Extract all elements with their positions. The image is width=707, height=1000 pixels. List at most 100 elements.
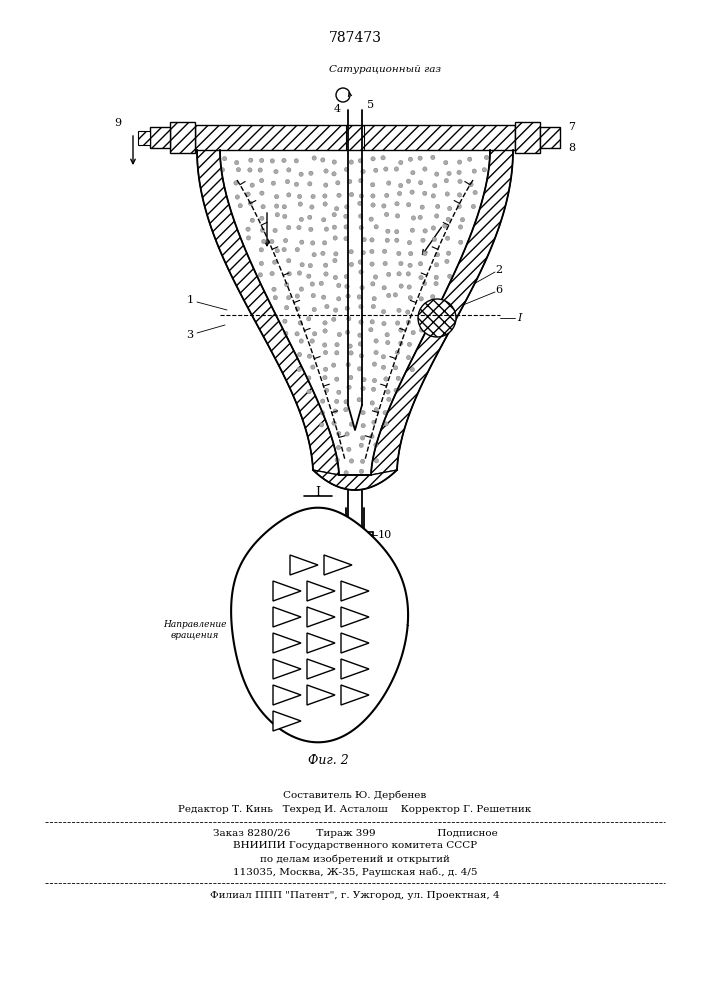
Circle shape <box>458 179 462 184</box>
Text: 787473: 787473 <box>329 31 382 45</box>
Circle shape <box>373 362 377 366</box>
Circle shape <box>410 190 414 194</box>
Circle shape <box>445 192 450 196</box>
Circle shape <box>435 172 439 176</box>
Circle shape <box>397 272 402 276</box>
Circle shape <box>419 262 423 266</box>
Circle shape <box>312 307 317 312</box>
Circle shape <box>323 329 327 333</box>
Circle shape <box>273 295 278 300</box>
Circle shape <box>407 342 411 347</box>
Circle shape <box>320 399 325 403</box>
Circle shape <box>436 204 440 209</box>
Circle shape <box>298 321 303 325</box>
Circle shape <box>374 225 378 229</box>
Circle shape <box>434 275 438 280</box>
Circle shape <box>259 248 264 252</box>
Circle shape <box>385 333 390 337</box>
Circle shape <box>358 178 363 183</box>
Text: 6: 6 <box>495 285 502 295</box>
Circle shape <box>334 351 339 355</box>
Circle shape <box>362 377 366 382</box>
Circle shape <box>246 227 250 231</box>
Circle shape <box>385 238 390 242</box>
Circle shape <box>382 321 386 326</box>
Circle shape <box>358 159 363 163</box>
Circle shape <box>349 262 354 267</box>
Circle shape <box>309 171 313 175</box>
Circle shape <box>382 249 387 254</box>
Circle shape <box>332 212 337 217</box>
Circle shape <box>246 236 251 240</box>
Circle shape <box>446 251 451 255</box>
Circle shape <box>322 343 327 347</box>
Circle shape <box>395 350 399 355</box>
Circle shape <box>311 194 315 199</box>
Circle shape <box>370 183 375 187</box>
Circle shape <box>332 225 337 229</box>
Circle shape <box>370 282 375 286</box>
Circle shape <box>332 317 336 322</box>
Text: Филиал ППП "Патент", г. Ужгород, ул. Проектная, 4: Филиал ППП "Патент", г. Ужгород, ул. Про… <box>210 892 500 900</box>
Circle shape <box>357 295 361 299</box>
Circle shape <box>448 206 452 211</box>
Circle shape <box>386 390 390 394</box>
Circle shape <box>300 240 304 244</box>
Circle shape <box>307 390 311 394</box>
Circle shape <box>362 237 366 242</box>
Text: 3: 3 <box>187 330 194 340</box>
Circle shape <box>358 201 362 206</box>
Circle shape <box>322 218 326 222</box>
Circle shape <box>332 421 337 425</box>
Circle shape <box>283 319 287 323</box>
Circle shape <box>368 328 373 332</box>
Circle shape <box>419 180 423 185</box>
Circle shape <box>448 274 452 278</box>
Circle shape <box>357 398 361 402</box>
Circle shape <box>349 192 354 197</box>
Circle shape <box>344 167 349 172</box>
Circle shape <box>374 443 378 447</box>
Circle shape <box>423 167 427 171</box>
Circle shape <box>434 263 439 267</box>
Circle shape <box>346 317 351 321</box>
Circle shape <box>286 258 291 263</box>
Polygon shape <box>341 659 369 679</box>
Circle shape <box>370 401 375 405</box>
Circle shape <box>273 228 277 233</box>
Circle shape <box>411 330 416 335</box>
Circle shape <box>457 170 461 175</box>
Text: Фиг. 2: Фиг. 2 <box>308 754 349 766</box>
Circle shape <box>334 206 339 211</box>
Circle shape <box>308 215 312 219</box>
Circle shape <box>320 411 325 415</box>
Circle shape <box>308 182 312 186</box>
Circle shape <box>360 285 364 290</box>
Circle shape <box>419 275 423 280</box>
Circle shape <box>259 158 264 163</box>
Circle shape <box>310 205 314 209</box>
Circle shape <box>311 293 315 298</box>
Circle shape <box>446 217 450 222</box>
Circle shape <box>407 320 411 324</box>
Circle shape <box>344 400 349 404</box>
Circle shape <box>372 296 376 301</box>
Circle shape <box>336 181 340 185</box>
Circle shape <box>333 275 338 280</box>
Circle shape <box>408 296 412 300</box>
Circle shape <box>259 178 264 183</box>
Polygon shape <box>341 581 369 601</box>
Circle shape <box>307 376 311 380</box>
Circle shape <box>345 284 349 289</box>
Circle shape <box>309 227 313 232</box>
Circle shape <box>337 332 341 337</box>
Circle shape <box>344 225 349 229</box>
Text: Заказ 8280/26        Тираж 399                   Подписное: Заказ 8280/26 Тираж 399 Подписное <box>213 828 498 838</box>
Circle shape <box>348 344 352 348</box>
Circle shape <box>431 194 436 198</box>
Circle shape <box>382 286 387 290</box>
Circle shape <box>323 350 328 355</box>
Circle shape <box>262 239 266 244</box>
Circle shape <box>359 194 363 198</box>
Polygon shape <box>231 508 408 742</box>
